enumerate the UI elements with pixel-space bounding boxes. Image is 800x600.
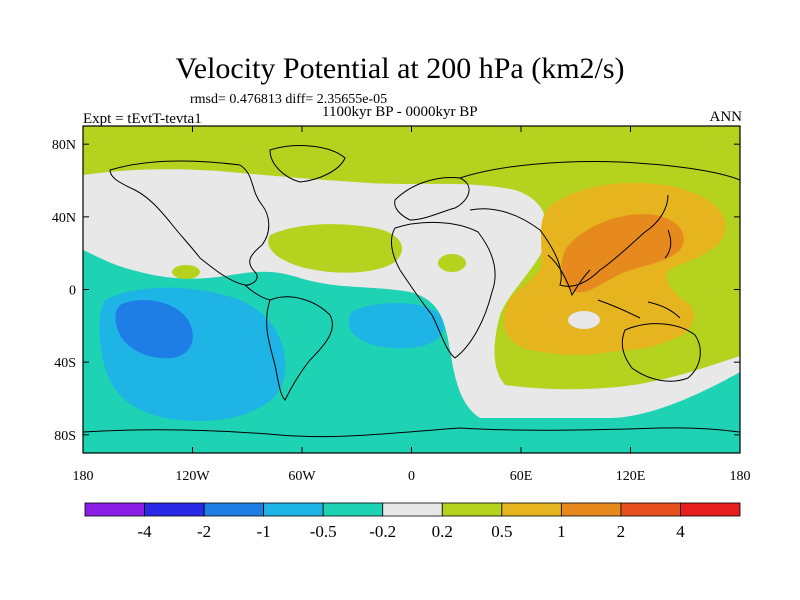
colorbar-label: -0.5 [310,522,337,541]
colorbar-label: -0.2 [369,522,396,541]
coastlines [83,145,740,438]
coast-japan [664,229,672,259]
field-pos-spot-africa [438,254,466,272]
lat-tick-label: 40S [54,356,76,371]
stats-label: rmsd= 0.476813 diff= 2.35655e-05 [190,92,388,107]
colorbar-label: 1 [557,522,566,541]
lat-tick-label: 0 [69,284,76,299]
coast-north-america [109,160,270,286]
lon-tick-label: 0 [408,469,415,484]
field-neg-pacific-core [115,300,193,359]
lon-tick-label: 120W [175,469,210,484]
lon-tick-label: 60W [288,469,316,484]
experiment-label: Expt = tEvtT-tevta1 [83,111,202,127]
coast-south-america [266,296,333,401]
field-neutral-hole [568,311,600,329]
colorbar-swatch [263,502,324,517]
coast-central-america [244,284,271,301]
field-neg-satlantic [348,303,444,349]
field-pos-spot-west [172,265,200,279]
field-pos-asia-core [561,214,684,293]
coast-australia [621,323,701,382]
colorbar-label: -1 [257,522,271,541]
lat-tick-label: 40N [52,211,76,226]
colorbar-label: -4 [137,522,152,541]
lat-tick-label: 80N [52,138,76,153]
contour-fields [83,126,740,453]
coast-maritime [597,299,681,319]
colorbar-label: 4 [676,522,685,541]
lon-axis: 180 120W 60W 0 60E 120E 180 [73,126,751,484]
colorbar-label: 0.5 [491,522,512,541]
period-label: 1100kyr BP - 0000kyr BP [322,104,478,120]
colorbar-swatch [620,502,681,517]
colorbar: -4 -2 -1 -0.5 -0.2 0.2 0.5 1 2 4 [84,502,741,541]
coast-greenland [269,145,346,183]
colorbar-swatch [203,502,265,517]
colorbar-swatch [382,502,443,517]
colorbar-label: 2 [617,522,626,541]
coast-antarctica [83,427,740,438]
colorbar-swatch [560,502,622,517]
colorbar-swatch [144,502,205,517]
colorbar-swatch [84,502,145,517]
colorbar-label: -2 [197,522,211,541]
colorbar-swatch [501,502,562,517]
season-label: ANN [709,109,743,125]
field-neutral-atlantic [83,169,740,418]
colorbar-swatch [680,502,741,517]
lon-tick-label: 180 [730,469,751,484]
coast-indian-subcontinent [547,254,591,297]
lat-axis: 80N 40N 0 40S 80S [52,138,740,444]
lon-tick-label: 120E [616,469,646,484]
lat-tick-label: 80S [54,429,76,444]
colorbar-label: 0.2 [432,522,453,541]
lon-tick-label: 180 [73,469,94,484]
colorbar-swatch [322,502,384,517]
coast-africa [390,221,496,359]
coast-europe [394,176,470,221]
field-pos-atlantic [268,224,403,273]
lon-tick-label: 60E [510,469,533,484]
figure-title: Velocity Potential at 200 hPa (km2/s) [175,52,625,85]
colorbar-swatch [441,502,503,517]
